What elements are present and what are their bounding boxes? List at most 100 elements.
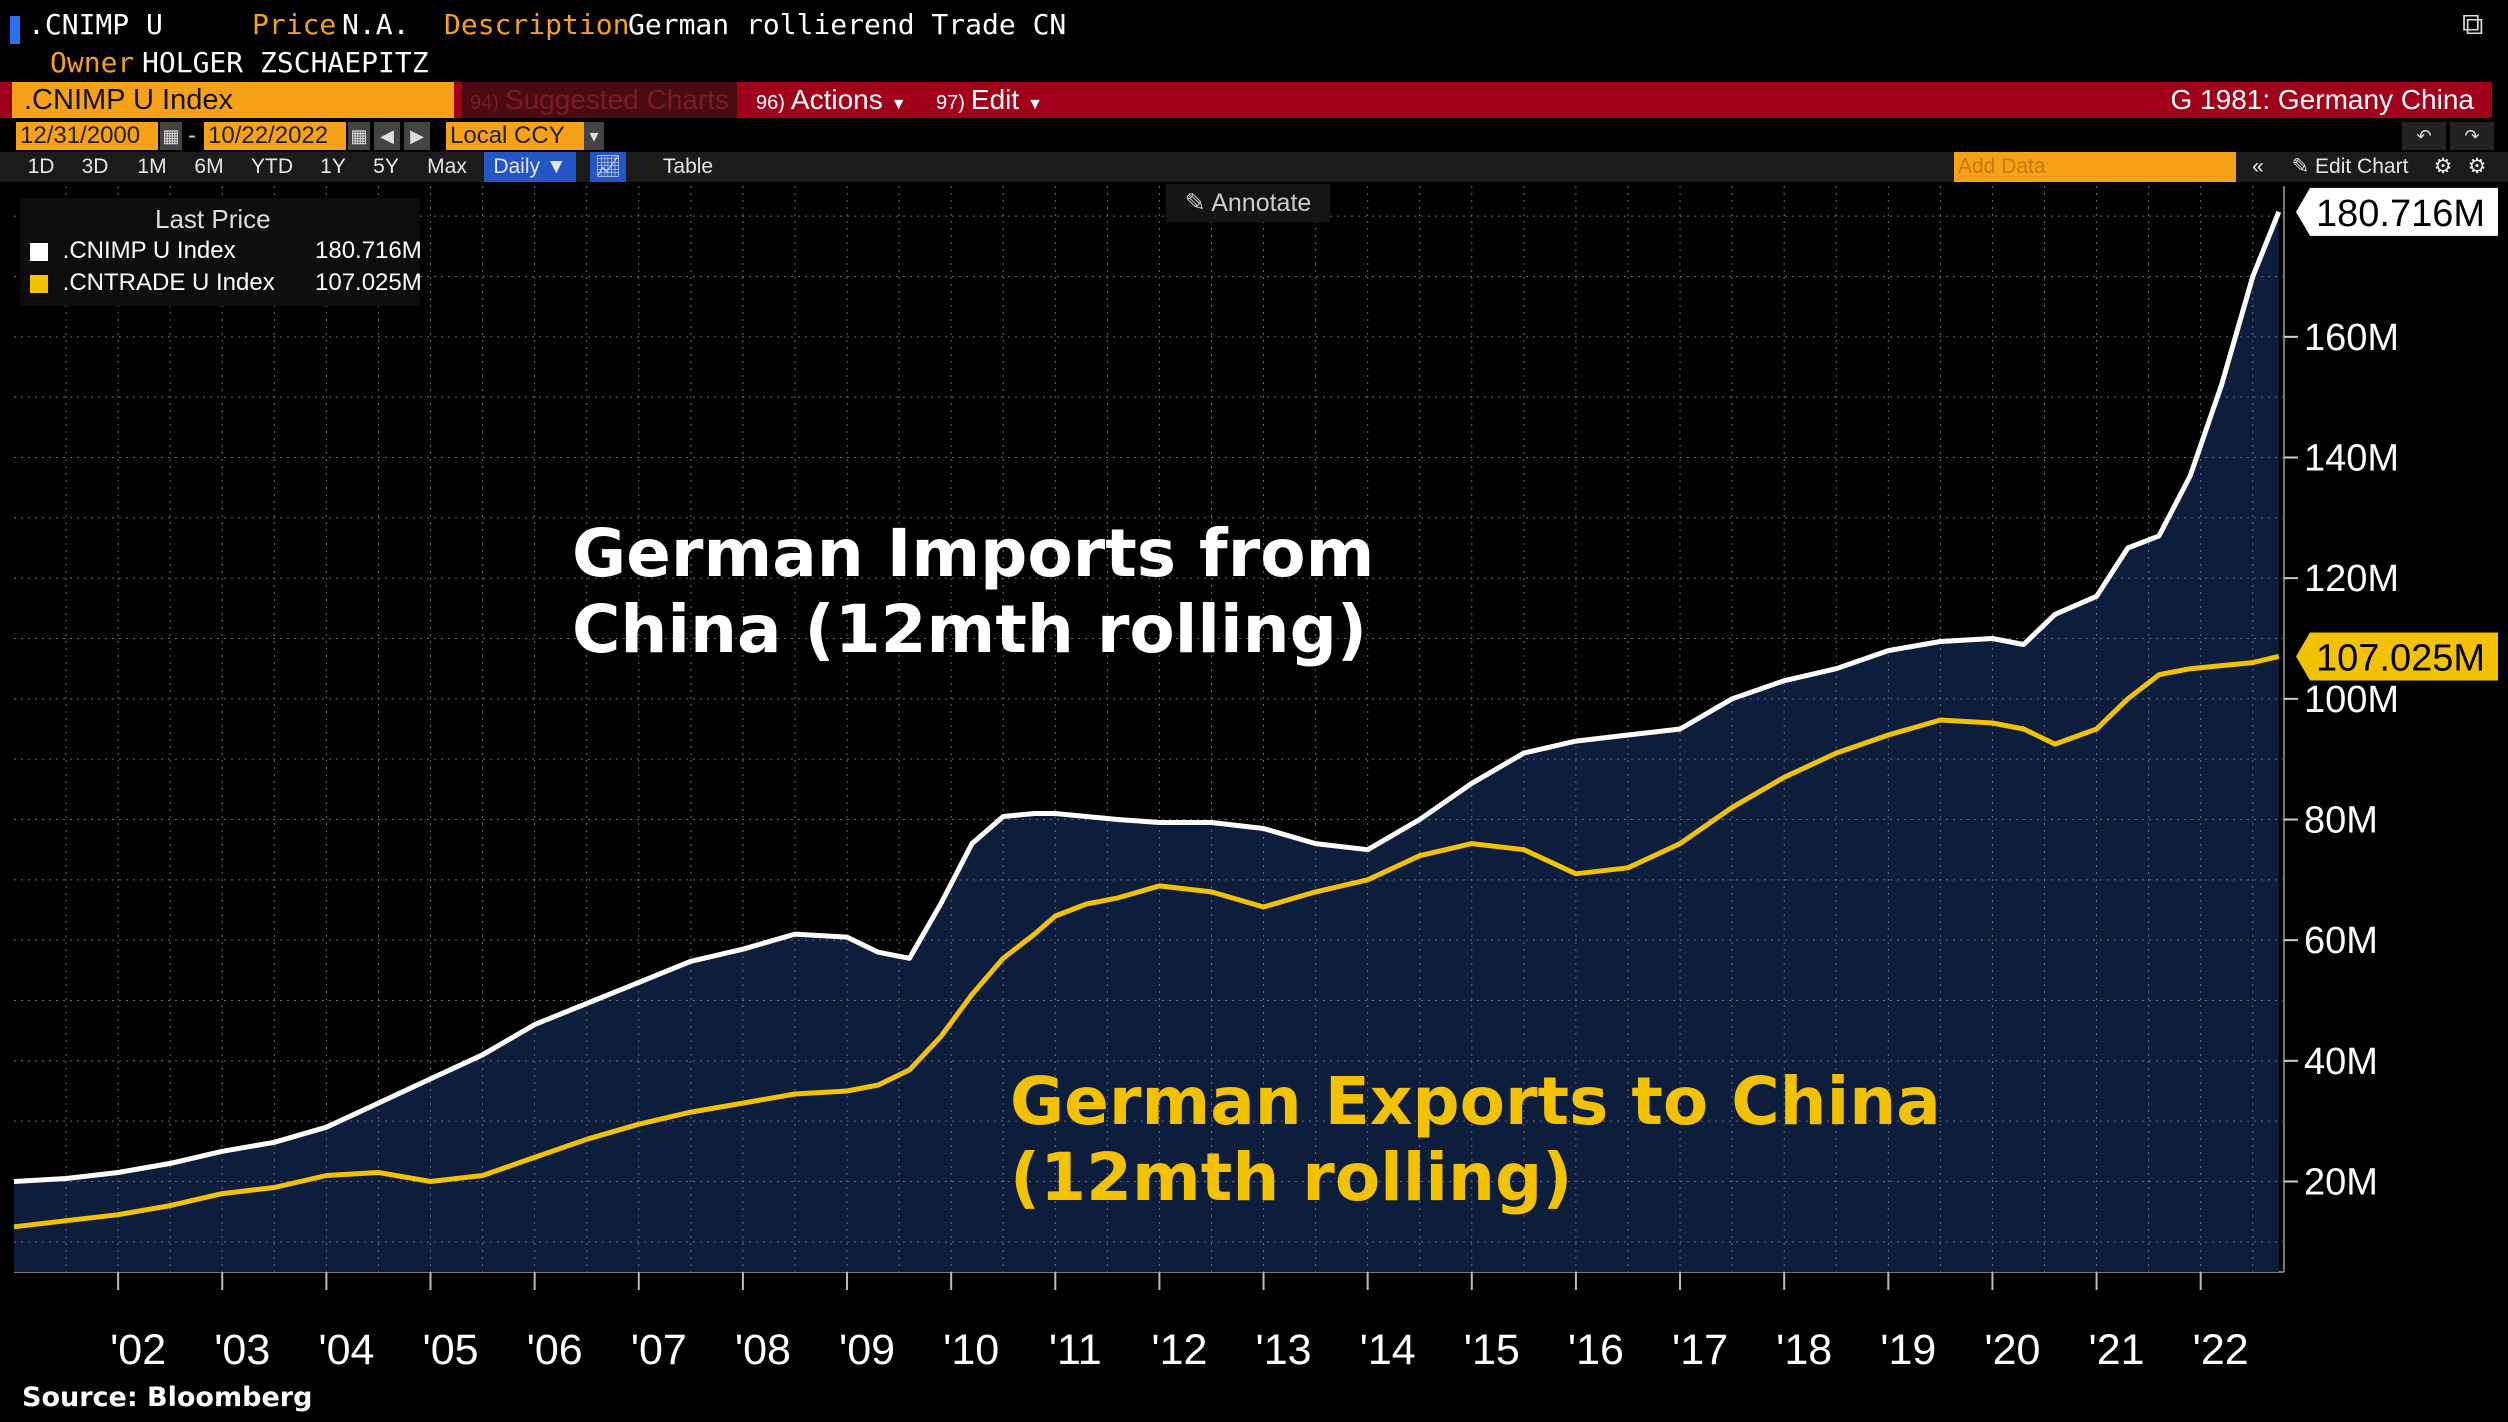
x-tick-label: '10	[943, 1326, 999, 1374]
x-tick-label: '08	[735, 1326, 791, 1374]
security-field[interactable]: .CNIMP U Index	[12, 82, 454, 118]
add-data-input[interactable]: Add Data	[1954, 152, 2236, 182]
owner-value: HOLGER ZSCHAEPITZ	[142, 46, 429, 79]
legend-swatch-exports	[30, 274, 48, 293]
period-ytd[interactable]: YTD	[251, 155, 293, 178]
edit-label: Edit	[970, 84, 1020, 115]
imports-annotation-line1: German Imports from	[572, 515, 1375, 592]
edit-caret-icon: ▼	[1027, 96, 1043, 113]
redo-icon[interactable]: ↷	[2450, 122, 2494, 150]
header-row-2: Owner HOLGER ZSCHAEPITZ	[0, 44, 2508, 80]
x-tick-label: '09	[839, 1326, 895, 1374]
suggested-label: Suggested Charts	[504, 84, 730, 115]
legend-value-imports: 180.716M	[315, 237, 422, 264]
frequency-caret-icon: ▼	[545, 155, 567, 178]
collapse-icon[interactable]: «	[2252, 155, 2264, 178]
legend-swatch-imports	[30, 242, 48, 261]
line-chart-icon[interactable]: 📈︎	[590, 152, 626, 182]
x-tick-label: '02	[110, 1326, 166, 1374]
period-1m[interactable]: 1M	[137, 155, 167, 178]
period-1d[interactable]: 1D	[27, 155, 55, 178]
period-5y[interactable]: 5Y	[373, 155, 399, 178]
annotate-button[interactable]: ✎ Annotate	[1166, 184, 1330, 222]
y-tick-label: 40M	[2304, 1041, 2378, 1083]
legend-name-imports: .CNIMP U Index	[62, 237, 236, 264]
period-max[interactable]: Max	[427, 155, 467, 178]
exports-series-line	[13, 653, 2280, 1230]
legend: Last Price .CNIMP U Index 180.716M .CNTR…	[20, 198, 422, 306]
exports-annotation: German Exports to China (12mth rolling)	[1010, 1064, 1941, 1216]
start-calendar-icon[interactable]: ▦	[160, 122, 182, 150]
y-tick-label: 60M	[2304, 920, 2378, 962]
legend-entry-imports: .CNIMP U Index 180.716M	[30, 236, 422, 266]
x-tick-label: '18	[1776, 1326, 1832, 1374]
x-tick-label: '05	[422, 1326, 478, 1374]
chart-name: G 1981: Germany China	[2170, 84, 2475, 115]
description-value: German rollierend Trade CN	[628, 8, 1067, 41]
header-row-1: .CNIMP U Price N.A. Description German r…	[0, 6, 2508, 44]
exports-last-value-label: 107.025M	[2316, 637, 2485, 679]
x-tick-label: '03	[214, 1326, 270, 1374]
price-label: Price	[252, 8, 337, 41]
start-date-field[interactable]: 12/31/2000	[16, 122, 158, 150]
annotate-pencil-icon: ✎	[1184, 189, 1206, 217]
gear-icon[interactable]: ⚙	[2467, 155, 2487, 178]
edit-chart-button[interactable]: ✎ Edit Chart	[2280, 152, 2420, 182]
edit-button[interactable]: 97) Edit ▼	[936, 82, 1043, 118]
y-tick-label: 160M	[2304, 317, 2399, 359]
x-tick-label: '22	[2193, 1326, 2249, 1374]
pencil-icon: ✎	[2291, 155, 2310, 178]
frequency-select[interactable]: Daily ▼	[484, 152, 576, 182]
period-1y[interactable]: 1Y	[320, 155, 346, 178]
exports-annotation-line1: German Exports to China	[1010, 1063, 1941, 1140]
exports-annotation-line2: (12mth rolling)	[1010, 1139, 1573, 1216]
date-separator: -	[188, 122, 196, 149]
edit-settings-icon[interactable]: ⚙	[2433, 155, 2453, 178]
suggested-charts-button[interactable]: 94) Suggested Charts	[462, 82, 738, 118]
next-period-icon[interactable]: ▶	[404, 122, 430, 150]
owner-label: Owner	[50, 46, 135, 79]
actions-caret-icon: ▼	[890, 96, 907, 113]
period-row: 1D 3D 1M 6M YTD 1Y 5Y Max Daily ▼ 📈︎ Tab…	[0, 152, 2508, 182]
x-tick-label: '07	[631, 1326, 687, 1374]
security-color-marker	[10, 16, 20, 44]
x-tick-label: '21	[2089, 1326, 2145, 1374]
imports-annotation-line2: China (12mth rolling)	[572, 591, 1367, 668]
x-tick-label: '17	[1672, 1326, 1728, 1374]
price-value: N.A.	[342, 8, 410, 41]
suggested-num: 94)	[470, 92, 499, 114]
legend-name-exports: .CNTRADE U Index	[62, 269, 275, 296]
x-tick-label: '20	[1984, 1326, 2040, 1374]
imports-annotation: German Imports from China (12mth rolling…	[572, 516, 1374, 668]
end-calendar-icon[interactable]: ▦	[348, 122, 370, 150]
actions-label: Actions	[790, 84, 883, 115]
y-tick-label: 20M	[2304, 1162, 2378, 1204]
date-row: 12/31/2000 ▦ - 10/22/2022 ▦ ◀ ▶ Local CC…	[0, 120, 2508, 152]
currency-select[interactable]: Local CCY	[446, 122, 584, 150]
x-tick-label: '15	[1464, 1326, 1520, 1374]
period-3d[interactable]: 3D	[81, 155, 109, 178]
period-6m[interactable]: 6M	[194, 155, 224, 178]
currency-caret-icon[interactable]: ▾	[584, 122, 604, 150]
x-tick-label: '12	[1151, 1326, 1207, 1374]
description-label: Description	[444, 8, 630, 41]
actions-button[interactable]: 96) Actions ▼	[756, 82, 907, 118]
undo-icon[interactable]: ↶	[2402, 122, 2446, 150]
legend-entry-exports: .CNTRADE U Index 107.025M	[30, 268, 422, 298]
ticker: .CNIMP U	[28, 8, 163, 41]
y-tick-label: 120M	[2304, 558, 2399, 600]
x-tick-label: '13	[1256, 1326, 1312, 1374]
edit-chart-label: Edit Chart	[2315, 155, 2409, 178]
edit-num: 97)	[936, 92, 965, 114]
annotate-label: Annotate	[1211, 189, 1312, 217]
imports-series-line	[13, 210, 2282, 1184]
popout-icon[interactable]: ⧉	[2462, 8, 2484, 41]
prev-period-icon[interactable]: ◀	[374, 122, 400, 150]
x-tick-label: '19	[1880, 1326, 1936, 1374]
y-tick-label: 80M	[2304, 800, 2378, 842]
x-tick-label: '06	[527, 1326, 583, 1374]
table-button[interactable]: Table	[662, 155, 714, 178]
y-tick-label: 140M	[2304, 438, 2399, 480]
source-note: Source: Bloomberg	[22, 1382, 313, 1413]
end-date-field[interactable]: 10/22/2022	[204, 122, 346, 150]
